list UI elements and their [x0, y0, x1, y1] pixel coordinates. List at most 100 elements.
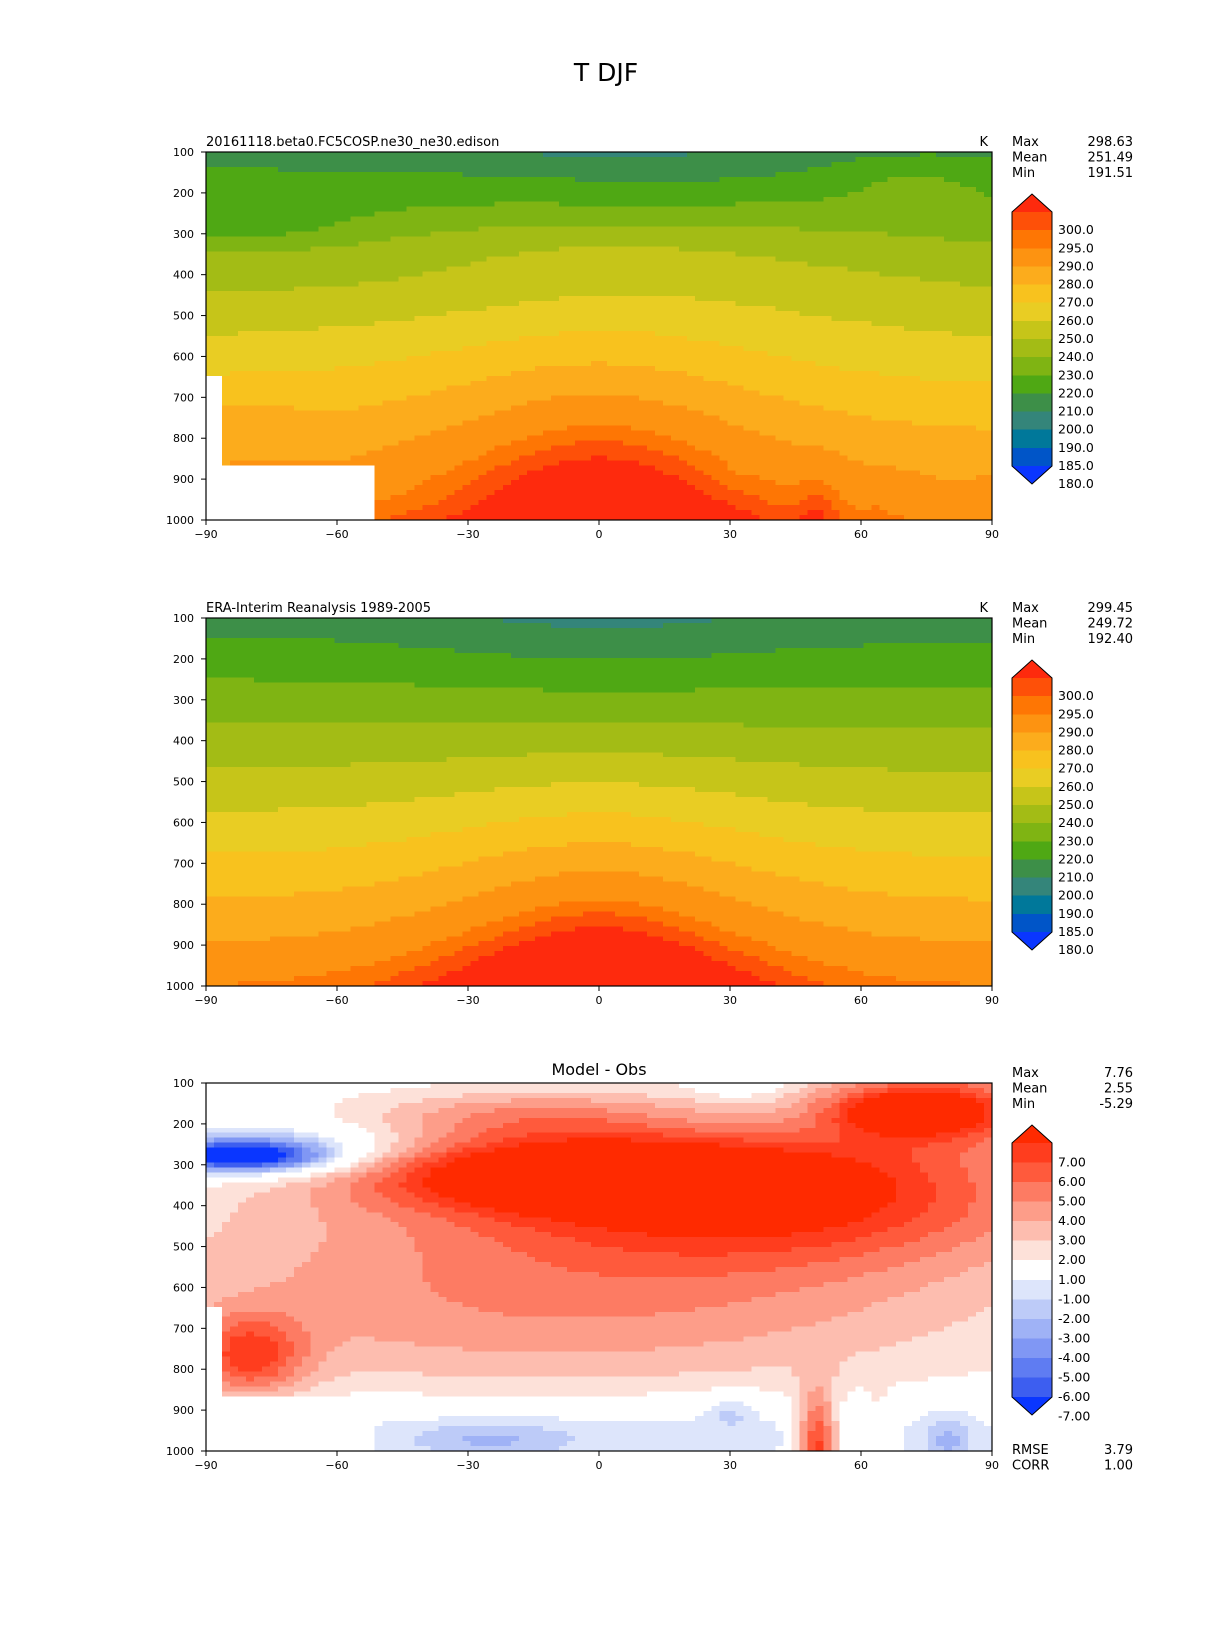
field-cell	[518, 475, 680, 481]
colorbar: 300.0295.0290.0280.0270.0260.0250.0240.0…	[1011, 659, 1094, 957]
field-cell	[206, 1227, 223, 1233]
field-cell	[446, 901, 560, 908]
field-cell	[374, 1142, 392, 1149]
field-cell	[302, 1262, 424, 1268]
field-cell	[422, 1162, 448, 1169]
field-cell	[206, 642, 400, 649]
field-cell	[222, 430, 432, 437]
field-cell	[422, 1127, 456, 1134]
field-cell	[759, 1386, 801, 1392]
field-cell	[935, 1421, 961, 1427]
field-cell	[206, 906, 432, 912]
field-cell	[206, 916, 392, 922]
field-cell	[791, 440, 993, 446]
field-cell	[230, 1217, 319, 1223]
field-cell	[206, 500, 376, 506]
field-cell	[206, 861, 464, 868]
field-cell	[975, 425, 993, 432]
field-cell	[206, 1326, 223, 1333]
field-cell	[607, 1117, 688, 1124]
x-tick-label: 30	[723, 528, 737, 541]
field-cell	[735, 505, 833, 511]
field-cell	[550, 395, 640, 402]
field-cell	[839, 1371, 969, 1377]
field-cell	[767, 350, 993, 357]
field-cell	[206, 460, 223, 466]
colorbar-label: 200.0	[1058, 888, 1094, 903]
field-cell	[222, 420, 464, 427]
field-cell	[751, 901, 993, 908]
field-cell	[518, 1212, 873, 1218]
field-cell	[574, 926, 624, 932]
field-cell	[422, 1257, 536, 1263]
field-cell	[206, 271, 424, 277]
field-cell	[959, 1271, 993, 1278]
field-cell	[374, 1431, 424, 1437]
field-cell	[631, 425, 744, 432]
field-cell	[823, 1281, 929, 1288]
field-cell	[318, 1217, 392, 1223]
field-cell	[206, 231, 287, 238]
field-cell	[815, 1446, 825, 1452]
field-cell	[470, 1202, 889, 1208]
field-cell	[310, 1341, 343, 1348]
field-cell	[847, 1097, 865, 1104]
field-cell	[791, 971, 865, 977]
field-cell	[206, 246, 311, 253]
field-cell	[286, 1331, 311, 1338]
field-cell	[719, 1411, 736, 1417]
field-cell	[326, 1222, 400, 1228]
field-cell	[486, 306, 777, 312]
field-cell	[270, 1361, 287, 1368]
field-cell	[695, 916, 801, 922]
field-cell	[743, 345, 993, 352]
field-cell	[206, 802, 368, 808]
field-cell	[807, 1416, 825, 1422]
field-cell	[494, 1237, 576, 1243]
field-cell	[831, 1441, 841, 1447]
field-cell	[647, 916, 696, 922]
y-tick-label: 400	[173, 269, 194, 282]
field-cell	[350, 1336, 376, 1343]
field-cell	[967, 1212, 993, 1218]
field-cell	[783, 1431, 793, 1437]
field-cell	[799, 1376, 833, 1382]
field-cell	[486, 1127, 696, 1134]
y-tick-label: 900	[173, 1404, 194, 1417]
colorbar-swatch	[1012, 805, 1052, 824]
field-cell	[823, 1436, 833, 1442]
colorbar-swatch	[1012, 696, 1052, 715]
field-cell	[510, 1247, 624, 1253]
field-cell	[919, 1286, 993, 1293]
field-cell	[462, 1092, 648, 1099]
field-cell	[446, 971, 752, 977]
field-cell	[727, 961, 769, 967]
colorbar-swatch	[1012, 714, 1052, 733]
stat-value: 2.55	[1104, 1082, 1133, 1097]
field-cell	[366, 1172, 392, 1179]
field-cell	[550, 1217, 865, 1223]
field-cell	[775, 1426, 793, 1432]
field-cell	[206, 216, 351, 223]
field-cell	[791, 1232, 873, 1238]
field-cell	[510, 370, 688, 377]
colorbar-label: 250.0	[1058, 331, 1094, 346]
field-cell	[430, 1152, 448, 1159]
field-cell	[222, 1346, 231, 1353]
field-cell	[422, 1097, 512, 1104]
field-cell	[775, 480, 801, 486]
field-cell	[502, 1311, 656, 1318]
field-cell	[871, 1391, 889, 1397]
field-cell	[935, 1252, 993, 1258]
colorbar-swatch	[1012, 339, 1052, 358]
field-cell	[206, 682, 416, 689]
field-cell	[206, 455, 223, 461]
x-tick-label: −90	[194, 528, 217, 541]
field-cell	[655, 1346, 881, 1353]
x-tick-label: −90	[194, 994, 217, 1007]
field-cell	[398, 1182, 424, 1189]
field-cell	[975, 1182, 993, 1189]
stat-value: 192.40	[1088, 632, 1134, 647]
colorbar-swatch	[1012, 393, 1052, 413]
field-cell	[422, 480, 472, 486]
